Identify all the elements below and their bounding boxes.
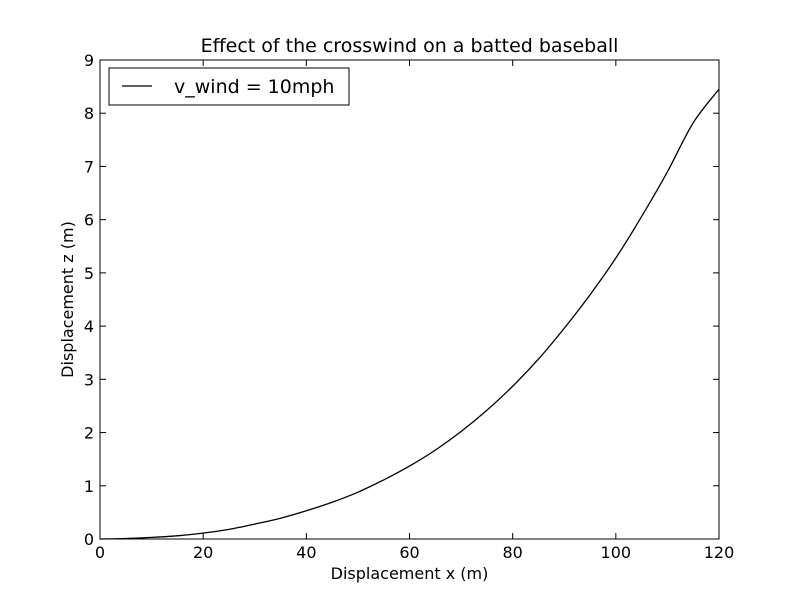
y-tick-label: 6 bbox=[84, 211, 94, 230]
x-tick-label: 40 bbox=[296, 543, 316, 562]
y-tick-label: 2 bbox=[84, 424, 94, 443]
y-tick-label: 1 bbox=[84, 477, 94, 496]
y-tick-label: 0 bbox=[84, 530, 94, 549]
x-tick-label: 120 bbox=[704, 543, 735, 562]
legend-label: v_wind = 10mph bbox=[174, 76, 334, 98]
x-tick-label: 20 bbox=[193, 543, 213, 562]
plot-area bbox=[99, 88, 720, 540]
x-tick-label: 80 bbox=[502, 543, 522, 562]
series-line bbox=[99, 88, 720, 540]
legend: v_wind = 10mph bbox=[108, 67, 350, 106]
x-tick-label: 0 bbox=[95, 543, 105, 562]
x-tick-label: 60 bbox=[399, 543, 419, 562]
y-tick-label: 8 bbox=[84, 104, 94, 123]
y-axis-label: Displacement z (m) bbox=[58, 221, 77, 378]
ticks: 0 20 40 60 80 100 120 0 1 2 3 4 5 6 7 8 9 bbox=[84, 51, 734, 562]
x-tick-label: 100 bbox=[601, 543, 632, 562]
axes-frame bbox=[99, 59, 720, 540]
chart-title: Effect of the crosswind on a batted base… bbox=[201, 35, 619, 57]
y-tick-label: 7 bbox=[84, 157, 94, 176]
y-tick-label: 3 bbox=[84, 370, 94, 389]
x-axis-label: Displacement x (m) bbox=[331, 564, 489, 583]
y-tick-label: 9 bbox=[84, 51, 94, 70]
y-tick-label: 4 bbox=[84, 317, 94, 336]
y-tick-label: 5 bbox=[84, 264, 94, 283]
